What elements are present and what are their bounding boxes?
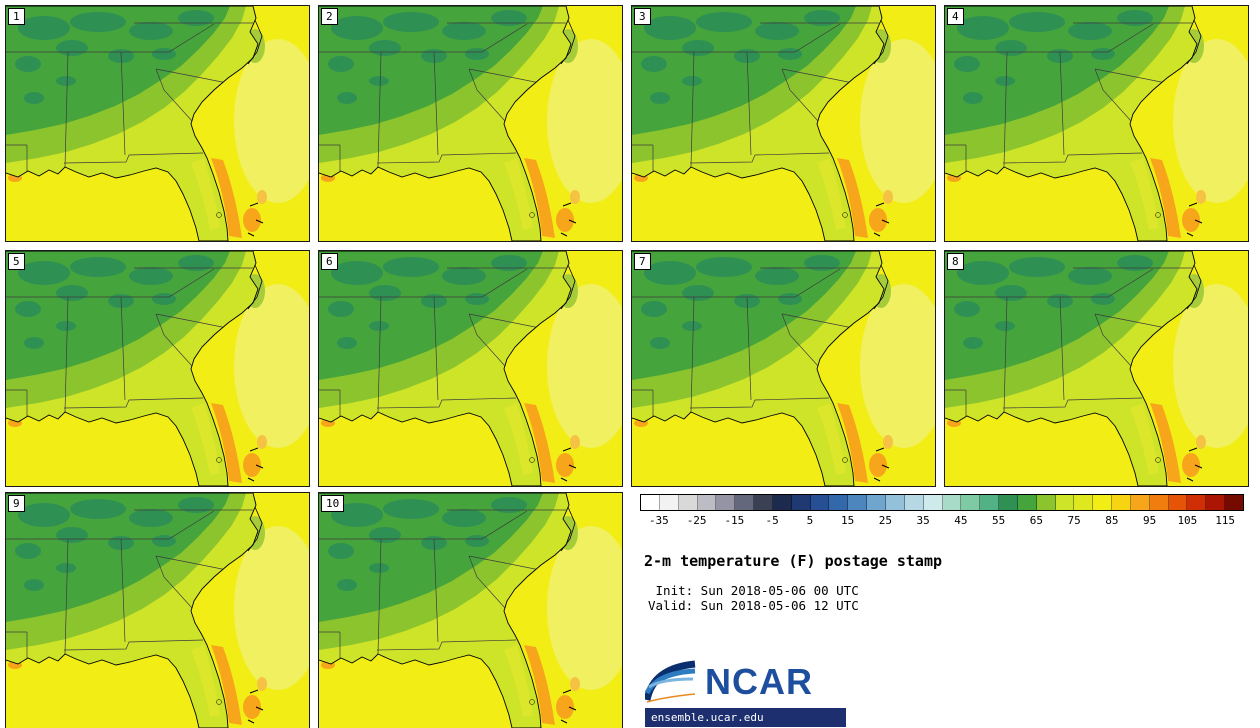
colorbar-tick: 55 bbox=[992, 514, 1006, 527]
colorbar-segment bbox=[659, 495, 679, 510]
colorbar-segment bbox=[904, 495, 924, 510]
ncar-logo: NCAR bbox=[645, 660, 813, 704]
temperature-map bbox=[319, 251, 622, 486]
colorbar-tick: 15 bbox=[841, 514, 855, 527]
temperature-map bbox=[319, 6, 622, 241]
forecast-panel: 8 bbox=[944, 250, 1249, 487]
ensemble-url-bar: ensemble.ucar.edu bbox=[645, 708, 846, 727]
colorbar-segment bbox=[735, 495, 755, 510]
colorbar-segment bbox=[1017, 495, 1037, 510]
init-time-label: Init: Sun 2018-05-06 00 UTC bbox=[648, 583, 859, 598]
legend-area: -35 -25 -15 -5 5 15 25 35 45 55 65 75 85 95 105 115 2-m… bbox=[632, 492, 1252, 728]
colorbar-ticks: -35 -25 -15 -5 5 15 25 35 45 55 65 75 85 95 105 115 bbox=[640, 514, 1244, 528]
colorbar-tick: 85 bbox=[1105, 514, 1119, 527]
colorbar-segment bbox=[716, 495, 736, 510]
colorbar-tick: 65 bbox=[1029, 514, 1043, 527]
colorbar-segment bbox=[829, 495, 849, 510]
member-number-label: 9 bbox=[8, 495, 25, 512]
colorbar-segment bbox=[1074, 495, 1094, 510]
colorbar-tick: -5 bbox=[765, 514, 779, 527]
colorbar-segment bbox=[867, 495, 886, 510]
member-number-label: 7 bbox=[634, 253, 651, 270]
colorbar-segment bbox=[1187, 495, 1207, 510]
member-number-label: 2 bbox=[321, 8, 338, 25]
member-number-label: 1 bbox=[8, 8, 25, 25]
temperature-map bbox=[632, 6, 935, 241]
colorbar bbox=[640, 494, 1244, 511]
colorbar-segment bbox=[1055, 495, 1075, 510]
colorbar-tick: 35 bbox=[916, 514, 930, 527]
colorbar-segment bbox=[1225, 495, 1243, 510]
forecast-panel: 7 bbox=[631, 250, 936, 487]
temperature-map bbox=[945, 6, 1248, 241]
colorbar-tick: 5 bbox=[806, 514, 814, 527]
forecast-panel: 3 bbox=[631, 5, 936, 242]
colorbar-segment bbox=[980, 495, 1000, 510]
forecast-panel: 4 bbox=[944, 5, 1249, 242]
colorbar-segment bbox=[1112, 495, 1131, 510]
colorbar-segment bbox=[754, 495, 773, 510]
colorbar-segment bbox=[1036, 495, 1056, 510]
colorbar-tick: 45 bbox=[954, 514, 968, 527]
forecast-panel: 10 bbox=[318, 492, 623, 728]
colorbar-tick: 25 bbox=[878, 514, 892, 527]
member-number-label: 6 bbox=[321, 253, 338, 270]
temperature-map bbox=[945, 251, 1248, 486]
member-number-label: 4 bbox=[947, 8, 964, 25]
colorbar-segment bbox=[772, 495, 792, 510]
colorbar-segment bbox=[678, 495, 698, 510]
colorbar-tick: -35 bbox=[648, 514, 669, 527]
colorbar-tick: 115 bbox=[1215, 514, 1236, 527]
temperature-map bbox=[6, 493, 309, 728]
forecast-panel: 6 bbox=[318, 250, 623, 487]
member-number-label: 3 bbox=[634, 8, 651, 25]
colorbar-segment bbox=[697, 495, 717, 510]
temperature-map bbox=[6, 251, 309, 486]
colorbar-segment bbox=[961, 495, 981, 510]
ncar-swoosh-icon bbox=[645, 660, 696, 703]
member-number-label: 5 bbox=[8, 253, 25, 270]
colorbar-segment bbox=[641, 495, 660, 510]
forecast-panel: 5 bbox=[5, 250, 310, 487]
colorbar-segment bbox=[885, 495, 905, 510]
colorbar-tick: 75 bbox=[1067, 514, 1081, 527]
colorbar-segment bbox=[1130, 495, 1150, 510]
forecast-panel: 2 bbox=[318, 5, 623, 242]
temperature-map bbox=[6, 6, 309, 241]
ncar-logo-text: NCAR bbox=[705, 661, 813, 702]
colorbar-tick: -25 bbox=[686, 514, 707, 527]
colorbar-tick: 105 bbox=[1177, 514, 1198, 527]
colorbar-segment bbox=[791, 495, 811, 510]
temperature-map bbox=[632, 251, 935, 486]
figure-title: 2-m temperature (F) postage stamp bbox=[644, 552, 943, 570]
forecast-panel: 1 bbox=[5, 5, 310, 242]
colorbar-segment bbox=[1206, 495, 1226, 510]
member-number-label: 8 bbox=[947, 253, 964, 270]
colorbar-segment bbox=[1168, 495, 1188, 510]
colorbar-segment bbox=[810, 495, 830, 510]
colorbar-segment bbox=[1093, 495, 1113, 510]
colorbar-tick: 95 bbox=[1143, 514, 1157, 527]
forecast-panel: 9 bbox=[5, 492, 310, 728]
colorbar-tick: -15 bbox=[724, 514, 745, 527]
colorbar-segment bbox=[999, 495, 1018, 510]
colorbar-segment bbox=[848, 495, 868, 510]
valid-time-label: Valid: Sun 2018-05-06 12 UTC bbox=[648, 598, 859, 613]
colorbar-segment bbox=[1149, 495, 1169, 510]
colorbar-segment bbox=[942, 495, 962, 510]
temperature-map bbox=[319, 493, 622, 728]
member-number-label: 10 bbox=[321, 495, 345, 512]
colorbar-segment bbox=[923, 495, 943, 510]
